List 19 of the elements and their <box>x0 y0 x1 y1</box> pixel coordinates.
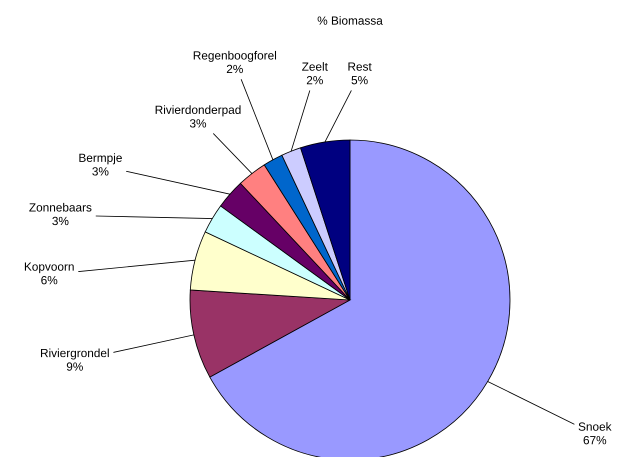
data-label: 6% <box>41 276 58 284</box>
data-label: 3% <box>92 167 109 176</box>
slice-label: Riviergrondel <box>40 348 109 360</box>
slice-label: Zonnebaars <box>29 202 92 212</box>
data-label: 3% <box>190 119 206 128</box>
data-label: 9% <box>66 362 83 371</box>
chart-title: % Biomassa <box>318 16 383 25</box>
slice-label: Rest <box>348 62 372 71</box>
data-label: 67% <box>584 436 606 444</box>
data-label: 5% <box>352 76 368 84</box>
data-label: 2% <box>306 76 323 84</box>
data-label: 2% <box>226 64 243 74</box>
slice-label: Rivierdonderpad <box>156 105 241 116</box>
slice-label: Bermpje <box>79 153 122 164</box>
data-label: 3% <box>52 216 69 226</box>
slice-label: Snoek <box>578 422 612 431</box>
slice-label: Regenboogforel <box>194 50 276 62</box>
slice-label: Zeelt <box>302 62 328 71</box>
slice-label: Kopvoorn <box>24 262 74 274</box>
